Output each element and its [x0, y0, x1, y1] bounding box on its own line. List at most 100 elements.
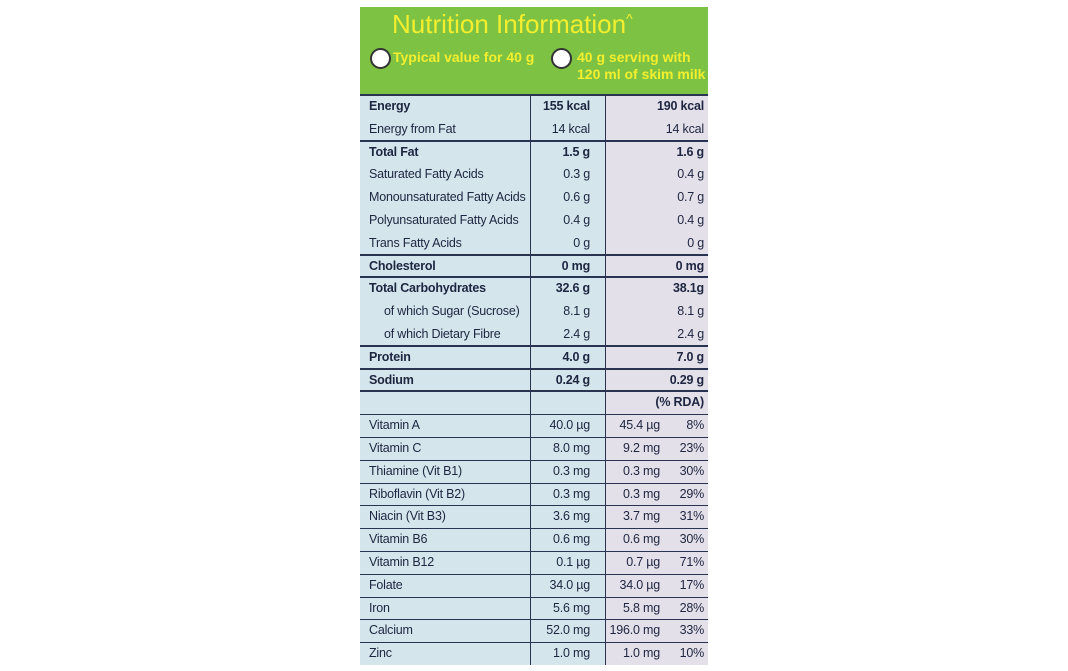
- row-rule: [360, 528, 708, 530]
- value-40g: 155 kcal: [542, 99, 590, 113]
- value-40g: 0.24 g: [555, 372, 590, 387]
- value-40g: 2.4 g: [563, 327, 590, 341]
- column-rule: [605, 95, 606, 665]
- row-label: Thiamine (Vit B1): [369, 463, 462, 478]
- row-label: Folate: [369, 577, 403, 592]
- value-serving: 0.4 g: [677, 167, 704, 182]
- rda-header: (% RDA): [655, 395, 704, 410]
- value-serving: 0.3 mg: [622, 463, 660, 478]
- row-label: Total Carbohydrates: [369, 281, 486, 296]
- value-40g: 40.0 µg: [549, 418, 590, 433]
- value-40g: 0.3 mg: [552, 463, 590, 478]
- value-serving: 7.0 g: [676, 349, 705, 364]
- value-serving: 14 kcal: [665, 121, 704, 136]
- row-rule: [360, 596, 708, 598]
- section-rule: [360, 253, 708, 256]
- row-label: Niacin (Vit B3): [369, 509, 446, 524]
- value-40g: 0.4 g: [563, 213, 590, 227]
- row-rule: [360, 505, 708, 507]
- radio-button[interactable]: [370, 48, 391, 69]
- title: Nutrition Information^: [392, 9, 633, 40]
- row-rule: [360, 642, 708, 644]
- value-serving: 2.4 g: [677, 327, 704, 341]
- rda-percent: 8%: [686, 418, 704, 433]
- column-background: [605, 95, 708, 665]
- value-40g: 0.6 g: [563, 190, 590, 205]
- row-rule: [360, 619, 708, 621]
- value-serving: 9.2 mg: [622, 441, 660, 455]
- row-label: Saturated Fatty Acids: [369, 167, 484, 182]
- row-label: of which Dietary Fibre: [384, 327, 501, 341]
- value-serving: 0.3 mg: [622, 486, 660, 501]
- option-text: Typical value for 40 g: [393, 49, 535, 65]
- rda-percent: 17%: [679, 577, 705, 592]
- row-label: Monounsaturated Fatty Acids: [369, 190, 526, 205]
- row-label: Energy: [369, 99, 411, 113]
- row-label: Calcium: [369, 623, 413, 638]
- rda-percent: 30%: [679, 463, 705, 478]
- rda-percent: 71%: [679, 555, 705, 569]
- section-rule: [360, 344, 708, 347]
- row-label: Total Fat: [369, 144, 419, 159]
- radio-button[interactable]: [551, 48, 572, 69]
- rda-percent: 23%: [679, 441, 705, 455]
- rda-percent: 28%: [679, 600, 705, 615]
- rda-percent: 30%: [679, 532, 705, 547]
- value-serving: 0.29 g: [669, 372, 704, 387]
- value-serving: 38.1g: [673, 281, 704, 296]
- value-40g: 8.0 mg: [552, 441, 590, 455]
- option-2[interactable]: 40 g serving with 120 ml of skim milk: [577, 49, 705, 83]
- value-40g: 1.0 mg: [552, 646, 590, 661]
- row-label: Energy from Fat: [369, 121, 456, 136]
- value-serving: 0.6 mg: [622, 532, 660, 547]
- option-text: 40 g serving with: [577, 49, 691, 65]
- row-rule: [360, 437, 708, 438]
- row-label: of which Sugar (Sucrose): [384, 304, 520, 319]
- value-40g: 3.6 mg: [552, 509, 590, 524]
- value-40g: 0 g: [573, 235, 590, 250]
- option-1[interactable]: Typical value for 40 g: [393, 49, 534, 66]
- value-serving: 190 kcal: [656, 99, 704, 113]
- rda-percent: 10%: [679, 646, 705, 661]
- section-rule: [360, 139, 708, 142]
- value-40g: 0.3 g: [563, 167, 590, 182]
- rda-percent: 29%: [679, 486, 705, 501]
- value-40g: 14 kcal: [551, 121, 590, 136]
- row-label: Sodium: [369, 372, 414, 387]
- section-rule: [360, 276, 708, 279]
- value-serving: 0 g: [687, 235, 704, 250]
- row-label: Vitamin B12: [369, 555, 434, 569]
- row-rule: [360, 551, 708, 552]
- option-text: 120 ml of skim milk: [577, 66, 706, 82]
- value-40g: 5.6 mg: [552, 600, 590, 615]
- value-40g: 1.5 g: [562, 144, 591, 159]
- value-serving: 3.7 mg: [622, 509, 660, 524]
- row-label: Riboflavin (Vit B2): [369, 486, 466, 501]
- value-serving: 0.7 g: [677, 190, 704, 205]
- value-serving: 1.6 g: [676, 144, 705, 159]
- value-40g: 0.6 mg: [552, 532, 590, 547]
- value-serving: 0.4 g: [677, 213, 704, 227]
- row-label: Protein: [369, 349, 411, 364]
- value-serving: 0.7 µg: [626, 555, 660, 569]
- title-mark: ^: [626, 10, 633, 27]
- row-rule: [360, 482, 708, 484]
- section-rule: [360, 94, 708, 96]
- section-rule: [360, 390, 708, 393]
- value-serving: 0 mg: [675, 258, 705, 273]
- value-serving: 34.0 µg: [619, 577, 660, 592]
- rda-percent: 33%: [679, 623, 705, 638]
- row-label: Zinc: [369, 646, 392, 661]
- row-label: Iron: [369, 600, 390, 615]
- value-serving: 8.1 g: [677, 304, 704, 319]
- row-label: Vitamin C: [369, 441, 422, 455]
- section-rule: [360, 367, 708, 370]
- rda-percent: 31%: [679, 509, 705, 524]
- value-40g: 52.0 mg: [546, 623, 590, 638]
- value-40g: 34.0 µg: [549, 577, 590, 592]
- value-serving: 5.8 mg: [622, 600, 660, 615]
- value-40g: 0 mg: [561, 258, 591, 273]
- row-rule: [360, 573, 708, 575]
- row-label: Trans Fatty Acids: [369, 235, 462, 250]
